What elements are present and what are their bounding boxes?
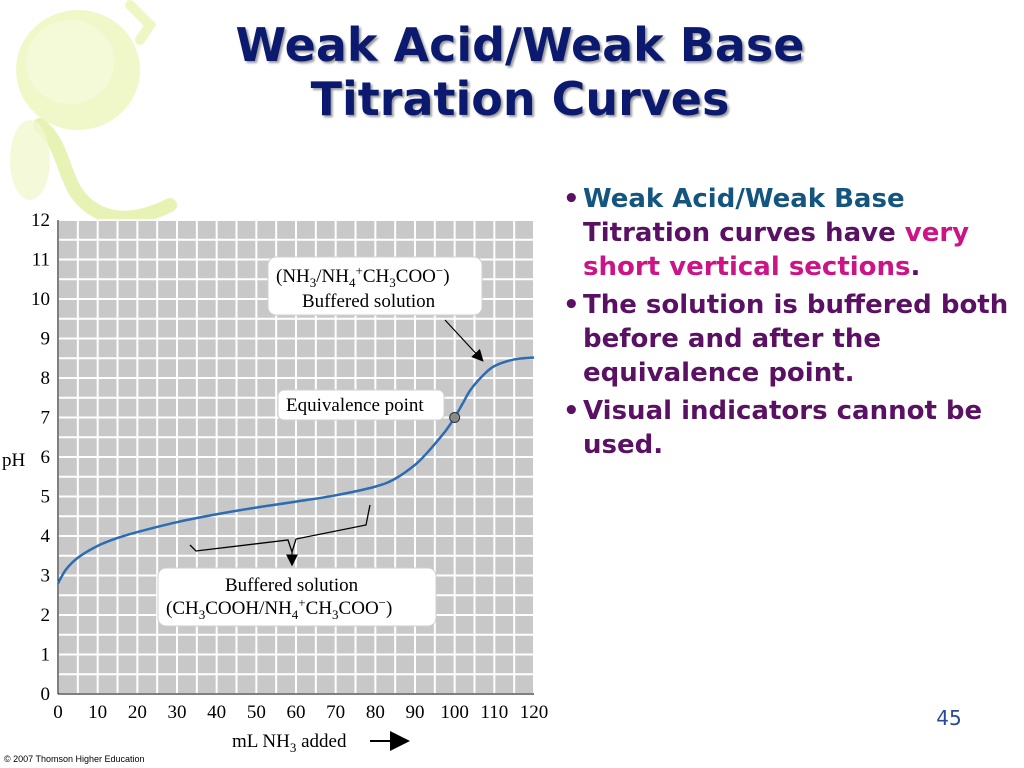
x-tick-label: 20	[128, 702, 147, 723]
equivalence-callout-label: Equivalence point	[286, 395, 424, 416]
x-tick-label: 90	[406, 702, 425, 723]
y-tick-label: 5	[41, 487, 51, 508]
x-tick-label: 110	[480, 702, 508, 723]
x-tick-label: 0	[53, 702, 63, 723]
bullet-1-period: .	[910, 252, 921, 282]
lower-callout-line1: Buffered solution	[225, 575, 359, 596]
bullet-item-2: The solution is buffered both before and…	[563, 288, 1013, 390]
bullet-1-lead: Weak Acid/Weak Base	[583, 184, 905, 214]
lower-callout-line2: (CH3COOH/NH4+CH3COO−)	[166, 595, 392, 622]
x-tick-label: 70	[326, 702, 345, 723]
x-tick-label: 40	[207, 702, 226, 723]
lower-callout-box	[157, 567, 437, 627]
x-tick-label: 10	[88, 702, 107, 723]
y-tick-label: 11	[32, 250, 50, 271]
y-tick-label: 3	[41, 566, 51, 587]
y-tick-label: 9	[41, 329, 51, 350]
bullet-item-1: Weak Acid/Weak Base Titration curves have…	[563, 182, 1013, 284]
bullet-1-emphasis: very short vertical sections	[583, 218, 970, 282]
y-tick-label: 4	[41, 526, 51, 547]
upper-callout-box	[267, 256, 483, 316]
slide-title: Weak Acid/Weak Base Titration Curves	[150, 18, 890, 126]
y-axis-label: pH	[2, 450, 26, 471]
x-tick-label: 60	[287, 702, 306, 723]
copyright-notice: © 2007 Thomson Higher Education	[4, 754, 145, 764]
x-tick-label: 30	[168, 702, 187, 723]
equivalence-callout-box	[277, 389, 445, 421]
y-tick-label: 1	[41, 645, 51, 666]
x-tick-labels: 0 10 20 30 40 50 60 70 80 90 100 110 120	[53, 702, 548, 723]
y-tick-label: 0	[41, 684, 51, 705]
bullet-1-text: Titration curves have	[583, 218, 905, 248]
title-line-2: Titration Curves	[310, 72, 730, 126]
y-tick-label: 6	[41, 447, 51, 468]
upper-callout-line1: (NH3/NH4+CH3COO−)	[276, 263, 450, 290]
x-tick-label: 100	[440, 702, 469, 723]
bullet-list: Weak Acid/Weak Base Titration curves have…	[563, 182, 1013, 466]
equivalence-point-marker	[449, 412, 461, 423]
title-line-1: Weak Acid/Weak Base	[235, 18, 805, 72]
y-tick-label: 2	[41, 605, 51, 626]
slide-number: 45	[936, 706, 962, 730]
y-tick-label: 7	[41, 408, 51, 429]
upper-callout-arrow	[444, 319, 484, 362]
y-tick-label: 8	[41, 368, 51, 389]
x-tick-label: 50	[247, 702, 266, 723]
upper-callout-line2: Buffered solution	[302, 291, 436, 312]
bullet-item-3: Visual indicators cannot be used.	[563, 394, 1013, 462]
x-axis-label: mL NH3 added	[232, 731, 347, 755]
y-tick-label: 10	[31, 289, 50, 310]
y-tick-label: 12	[31, 210, 50, 231]
decorative-balloon-graphic	[10, 0, 177, 225]
titration-curve-series	[56, 356, 535, 585]
x-tick-label: 80	[366, 702, 385, 723]
x-tick-label: 120	[520, 702, 549, 723]
